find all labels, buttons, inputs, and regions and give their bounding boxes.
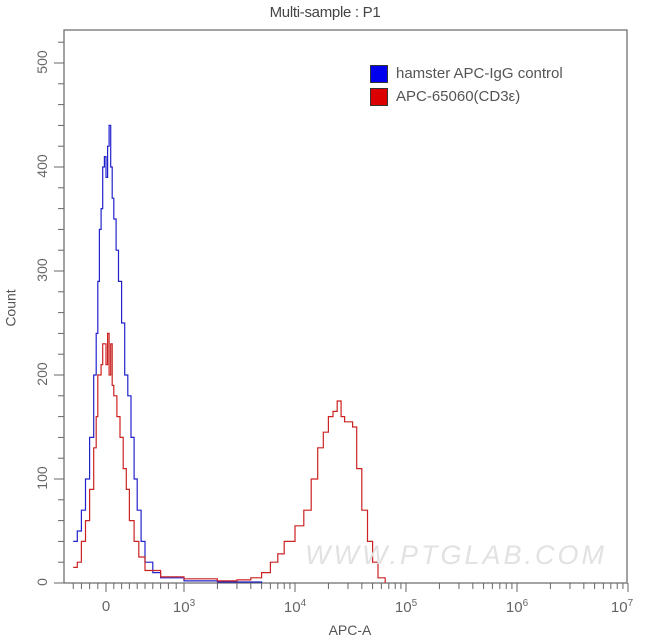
x-axis-label: APC-A bbox=[328, 622, 372, 638]
legend: hamster APC-IgG control APC-65060(CD3ε) bbox=[370, 62, 563, 108]
y-tick-label: 500 bbox=[34, 50, 50, 74]
x-tick-label: 107 bbox=[610, 598, 634, 616]
chart-title: Multi-sample : P1 bbox=[269, 4, 381, 21]
x-tick-label: 105 bbox=[394, 598, 418, 616]
legend-item-control: hamster APC-IgG control bbox=[370, 62, 563, 85]
histogram-control-series bbox=[73, 124, 263, 583]
watermark: WWW.PTGLAB.COM bbox=[305, 540, 607, 570]
y-tick-label: 100 bbox=[34, 466, 50, 490]
x-tick-label: 103 bbox=[172, 598, 196, 616]
x-tick-label: 106 bbox=[505, 598, 529, 616]
x-axis-ticks bbox=[72, 583, 629, 592]
x-tick-label: 104 bbox=[283, 598, 307, 616]
y-tick-label: 400 bbox=[34, 154, 50, 178]
y-tick-label: 300 bbox=[34, 258, 50, 282]
legend-label: hamster APC-IgG control bbox=[396, 65, 563, 82]
y-axis-ticks bbox=[54, 41, 64, 584]
legend-item-cd3: APC-65060(CD3ε) bbox=[370, 85, 563, 108]
y-axis-label: Count bbox=[2, 289, 19, 327]
y-tick-label: 0 bbox=[34, 578, 50, 586]
legend-swatch-red bbox=[370, 87, 388, 106]
plot-frame bbox=[63, 29, 628, 584]
legend-swatch-blue bbox=[370, 64, 388, 83]
histogram-cd3-series bbox=[73, 332, 386, 583]
y-tick-label: 200 bbox=[34, 362, 50, 386]
legend-label: APC-65060(CD3ε) bbox=[396, 88, 521, 105]
x-tick-label: 0 bbox=[101, 598, 111, 615]
